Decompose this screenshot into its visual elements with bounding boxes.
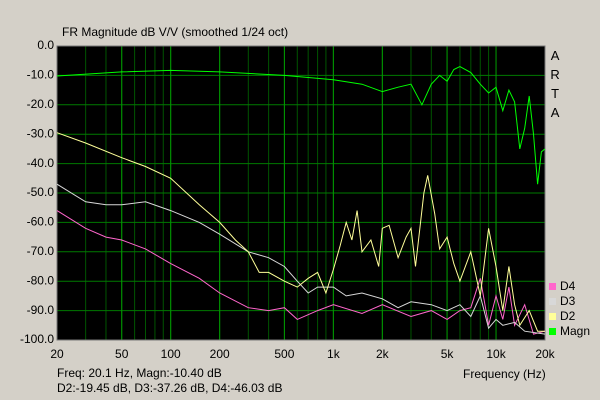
legend-label: D3 [560, 294, 576, 308]
footer-line: Freq: 20.1 Hz, Magn:-10.40 dB [57, 366, 222, 380]
legend-label: Magn [560, 324, 590, 338]
chart-title: FR Magnitude dB V/V (smoothed 1/24 oct) [62, 25, 288, 39]
x-tick-label: 500 [274, 347, 294, 361]
series-line [56, 183, 546, 335]
x-tick-label: 5k [441, 347, 455, 361]
x-tick-label: 1k [327, 347, 341, 361]
y-tick-label: -80.0 [27, 273, 55, 287]
series-line [56, 132, 545, 332]
y-tick-label: -60.0 [27, 215, 55, 229]
y-tick-label: -20.0 [27, 97, 55, 111]
x-tick-label: 100 [161, 347, 181, 361]
y-tick-label: -10.0 [27, 68, 55, 82]
series-line [56, 66, 546, 185]
x-tick-label: 20 [50, 347, 64, 361]
x-axis-label: Frequency (Hz) [463, 367, 546, 381]
side-label: ARTA [548, 48, 563, 124]
plot-border [56, 45, 546, 341]
y-tick-label: -100.0 [20, 332, 54, 346]
y-tick-label: -70.0 [27, 244, 55, 258]
y-tick-label: -90.0 [27, 303, 55, 317]
y-tick-label: 0.0 [37, 38, 54, 52]
x-tick-label: 200 [210, 347, 230, 361]
legend-swatch [549, 328, 556, 335]
y-tick-label: -30.0 [27, 126, 55, 140]
footer-line: D2:-19.45 dB, D3:-37.26 dB, D4:-46.03 dB [57, 381, 282, 395]
y-tick-label: -40.0 [27, 156, 55, 170]
y-tick-label: -50.0 [27, 185, 55, 199]
x-tick-label: 10k [486, 347, 506, 361]
x-tick-label: 20k [535, 347, 555, 361]
series-line [56, 210, 546, 335]
legend-label: D4 [560, 279, 576, 293]
legend-swatch [549, 313, 556, 320]
legend-label: D2 [560, 309, 576, 323]
legend-swatch [549, 283, 556, 290]
legend-swatch [549, 298, 556, 305]
x-tick-label: 50 [115, 347, 129, 361]
x-tick-label: 2k [376, 347, 390, 361]
